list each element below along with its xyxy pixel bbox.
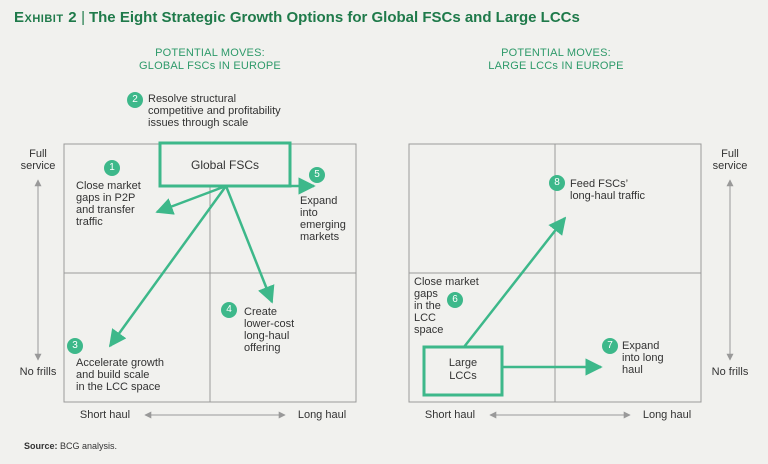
option-7-text: Expand into long haul: [622, 340, 664, 376]
left-subtitle-line2: GLOBAL FSCs IN EUROPE: [139, 60, 281, 72]
arrow-option-3: [108, 185, 228, 348]
badge-4: 4: [226, 304, 232, 315]
right-y-bottom-label: No frills: [711, 366, 749, 378]
exhibit-number: Exhibit 2: [14, 9, 78, 26]
option-8-text: Feed FSCs’ long-haul traffic: [570, 178, 645, 202]
option-8-line: Feed FSCs’: [570, 178, 629, 190]
option-3-text: Accelerate growth and build scale in the…: [76, 357, 164, 393]
right-y-top-label: Full service: [712, 148, 748, 172]
option-6-line: LCC: [414, 312, 437, 324]
option-3-line: Accelerate growth: [76, 357, 165, 369]
arrow-option-1: [155, 184, 227, 215]
option-8-line: long-haul traffic: [570, 190, 646, 202]
option-3-line: and build scale: [76, 369, 150, 381]
exhibit-title: Exhibit 2 | The Eight Strategic Growth Opt…: [14, 9, 580, 26]
right-x-left-label: Short haul: [424, 409, 476, 421]
badge-7: 7: [607, 340, 613, 351]
option-6-line: space: [414, 324, 444, 336]
option-1-line: Close market: [76, 180, 141, 192]
option-7-line: Expand: [622, 340, 660, 352]
badge-3: 3: [72, 340, 78, 351]
option-6-line: gaps: [414, 288, 438, 300]
badge-6: 6: [452, 294, 458, 305]
global-fscs-label: Global FSCs: [190, 158, 260, 172]
option-4-line: offering: [244, 342, 281, 354]
left-y-top-label: Full service: [20, 148, 56, 172]
option-5-text: Expand into emerging markets: [300, 195, 346, 243]
large-lccs-label-line1: Large: [448, 357, 478, 369]
right-subtitle-line2: LARGE LCCs IN EUROPE: [488, 60, 624, 72]
option-4-line: lower-cost: [244, 318, 295, 330]
large-lccs-label: Large LCCs: [424, 357, 502, 383]
option-1-text: Close market gaps in P2P and transfer tr…: [76, 180, 141, 228]
option-7-line: haul: [622, 364, 643, 376]
left-subtitle-line1: POTENTIAL MOVES:: [155, 47, 265, 59]
option-badges: [67, 92, 618, 354]
option-6-text: Close market gaps in the LCC space: [414, 276, 479, 336]
option-2-line: competitive and profitability: [148, 105, 281, 117]
left-arrows: [108, 177, 316, 348]
title-separator: |: [81, 9, 85, 26]
option-4-line: long-haul: [244, 330, 290, 342]
large-lccs-box: [422, 345, 504, 397]
source-label: Source:: [24, 441, 58, 451]
right-matrix: [408, 143, 702, 403]
left-x-left-label: Short haul: [79, 409, 131, 421]
option-6-line: Close market: [414, 276, 479, 288]
option-5-line: markets: [300, 231, 340, 243]
right-panel-subtitle: POTENTIAL MOVES: LARGE LCCs IN EUROPE: [456, 47, 656, 73]
large-lccs-label-line2: LCCs: [449, 370, 477, 382]
option-5-line: emerging: [300, 219, 346, 231]
badge-1: 1: [109, 162, 115, 173]
option-1-line: gaps in P2P: [76, 192, 136, 204]
option-4-line: Create: [244, 306, 278, 318]
arrow-option-4: [224, 185, 275, 304]
left-y-bottom-label: No frills: [19, 366, 57, 378]
badge-5: 5: [314, 169, 320, 180]
option-4-text: Create lower-cost long-haul offering: [244, 306, 294, 354]
left-panel-subtitle: POTENTIAL MOVES: GLOBAL FSCs IN EUROPE: [110, 47, 310, 73]
option-7-line: into long: [622, 352, 664, 364]
arrow-option-8: [463, 216, 567, 348]
option-6-line: in the: [414, 300, 441, 312]
left-x-right-label: Long haul: [297, 409, 347, 421]
option-5-line: Expand: [300, 195, 338, 207]
right-arrows: [463, 216, 603, 376]
option-2-line: Resolve structural: [148, 93, 237, 105]
option-5-line: into: [300, 207, 318, 219]
option-2-text: Resolve structural competitive and profi…: [148, 93, 281, 129]
title-text: The Eight Strategic Growth Options for G…: [88, 9, 580, 26]
option-1-line: and transfer: [76, 204, 135, 216]
right-subtitle-line1: POTENTIAL MOVES:: [501, 47, 611, 59]
option-1-line: traffic: [76, 216, 103, 228]
badge-8: 8: [554, 177, 560, 188]
option-2-line: issues through scale: [148, 117, 249, 129]
right-x-right-label: Long haul: [642, 409, 692, 421]
source-note: Source: BCG analysis.: [24, 441, 117, 451]
badge-2: 2: [132, 94, 138, 105]
option-3-line: in the LCC space: [76, 381, 161, 393]
global-fscs-box: [158, 141, 292, 188]
source-text: BCG analysis.: [60, 441, 118, 451]
